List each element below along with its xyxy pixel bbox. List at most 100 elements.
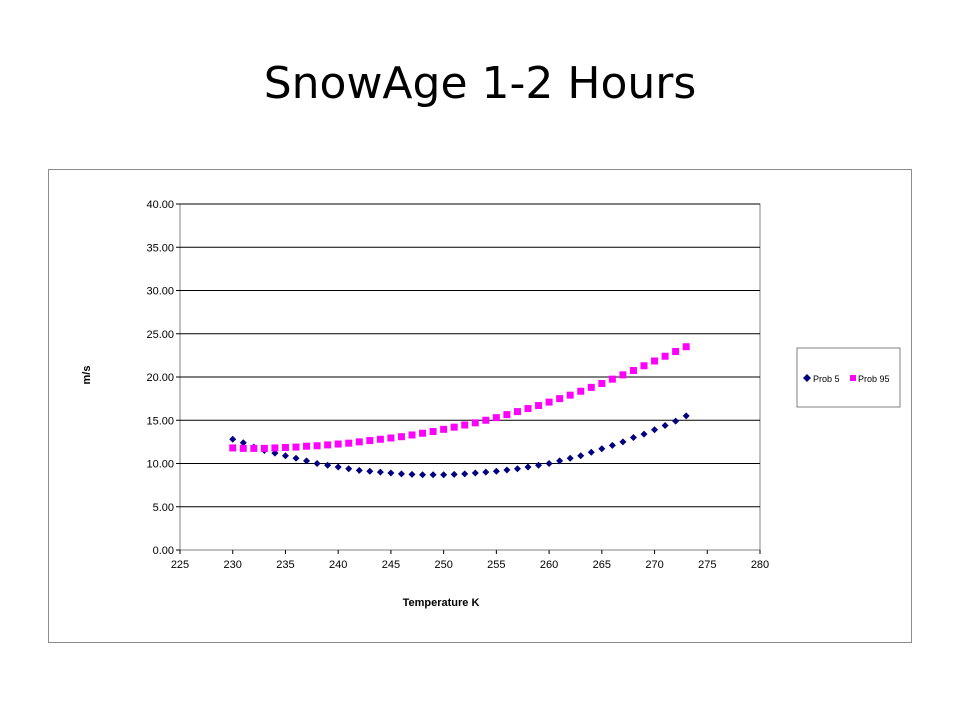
point-prob-5	[471, 469, 479, 477]
point-prob-5	[651, 426, 659, 434]
chart-svg: 0.00 5.00 10.00 15.00 20.00 25.00 30.00 35.00 40…	[81, 199, 901, 609]
point-prob-5	[556, 457, 564, 465]
y-tick-label: 30.00	[146, 286, 174, 298]
point-prob-95	[334, 440, 342, 448]
point-prob-5	[545, 460, 553, 467]
legend: Prob 5 Prob 95	[796, 347, 901, 408]
point-prob-5	[513, 465, 521, 473]
point-prob-95	[619, 371, 627, 379]
point-prob-95	[471, 419, 479, 427]
x-tick-label: 240	[329, 559, 347, 571]
point-prob-5	[292, 454, 300, 462]
point-prob-5	[355, 466, 363, 474]
point-prob-95	[450, 423, 458, 431]
point-prob-5	[376, 468, 384, 476]
point-prob-95	[271, 444, 279, 452]
point-prob-5	[303, 457, 311, 465]
point-prob-5	[661, 421, 669, 429]
point-prob-95	[513, 408, 521, 416]
y-tick-label: 5.00	[153, 502, 174, 514]
point-prob-95	[682, 343, 690, 351]
y-tick-label: 40.00	[146, 199, 174, 211]
point-prob-5	[461, 470, 469, 478]
point-prob-5	[440, 471, 448, 479]
point-prob-95	[524, 405, 532, 413]
point-prob-95	[598, 379, 606, 387]
point-prob-95	[672, 347, 680, 355]
point-prob-5	[524, 463, 532, 471]
point-prob-95	[566, 391, 574, 399]
legend-marker-prob-95	[850, 375, 856, 381]
point-prob-5	[387, 469, 395, 477]
legend-marker-prob-5	[803, 374, 811, 382]
point-prob-95	[556, 395, 564, 403]
point-prob-95	[408, 431, 416, 439]
y-tick-label: 10.00	[146, 459, 174, 471]
x-tick-label: 265	[593, 559, 611, 571]
legend-label-prob-5: Prob 5	[813, 374, 840, 384]
point-prob-5	[587, 448, 595, 456]
point-prob-5	[535, 461, 543, 469]
point-prob-95	[629, 367, 637, 375]
point-prob-5	[229, 435, 237, 443]
point-prob-95	[281, 443, 289, 451]
legend-label-prob-95: Prob 95	[858, 374, 890, 384]
point-prob-95	[324, 441, 332, 449]
x-tick-label: 260	[540, 559, 558, 571]
slide-title: SnowAge 1-2 Hours	[263, 58, 697, 109]
point-prob-95	[503, 411, 511, 419]
point-prob-95	[260, 444, 268, 452]
point-prob-5	[408, 470, 416, 478]
point-prob-5	[629, 434, 637, 442]
point-prob-95	[239, 444, 247, 452]
point-prob-5	[281, 452, 289, 460]
point-prob-5	[429, 471, 437, 479]
x-axis-label: Temperature K	[403, 597, 480, 609]
x-tick-label: 245	[382, 559, 400, 571]
y-tick-label: 25.00	[146, 329, 174, 341]
point-prob-95	[661, 352, 669, 360]
point-prob-5	[672, 417, 680, 425]
y-tick-label: 20.00	[146, 372, 174, 384]
legend-box	[796, 347, 901, 408]
point-prob-95	[492, 414, 500, 422]
point-prob-95	[429, 427, 437, 435]
point-prob-95	[355, 438, 363, 446]
x-tick-label: 250	[434, 559, 452, 571]
x-tick-label: 270	[645, 559, 663, 571]
point-prob-5	[619, 438, 627, 446]
point-prob-5	[397, 470, 405, 478]
point-prob-5	[345, 465, 353, 473]
point-prob-5	[366, 467, 374, 475]
point-prob-5	[482, 468, 490, 476]
y-tick-label: 15.00	[146, 415, 174, 427]
x-tick-label: 280	[751, 559, 769, 571]
point-prob-5	[577, 452, 585, 460]
point-prob-5	[334, 463, 342, 471]
point-prob-5	[313, 460, 321, 467]
point-prob-95	[440, 425, 448, 433]
x-tick-label: 230	[224, 559, 242, 571]
point-prob-95	[640, 362, 648, 370]
point-prob-5	[450, 470, 458, 478]
point-prob-5	[608, 441, 616, 449]
point-prob-95	[651, 357, 659, 365]
x-tick-label: 275	[698, 559, 716, 571]
point-prob-95	[387, 434, 395, 442]
point-prob-5	[598, 445, 606, 453]
point-prob-95	[345, 439, 353, 447]
point-prob-95	[250, 444, 258, 452]
point-prob-95	[397, 433, 405, 441]
point-prob-5	[503, 466, 511, 474]
point-prob-95	[303, 442, 311, 450]
point-prob-95	[482, 416, 490, 424]
point-prob-95	[587, 383, 595, 391]
point-prob-95	[229, 444, 237, 452]
point-prob-5	[239, 439, 247, 447]
x-tick-label: 225	[171, 559, 189, 571]
point-prob-5	[566, 454, 574, 462]
chart-frame: 0.00 5.00 10.00 15.00 20.00 25.00 30.00 35.00 40…	[48, 169, 912, 643]
x-tick-label: 255	[487, 559, 505, 571]
point-prob-95	[608, 375, 616, 383]
y-tick-label: 35.00	[146, 242, 174, 254]
